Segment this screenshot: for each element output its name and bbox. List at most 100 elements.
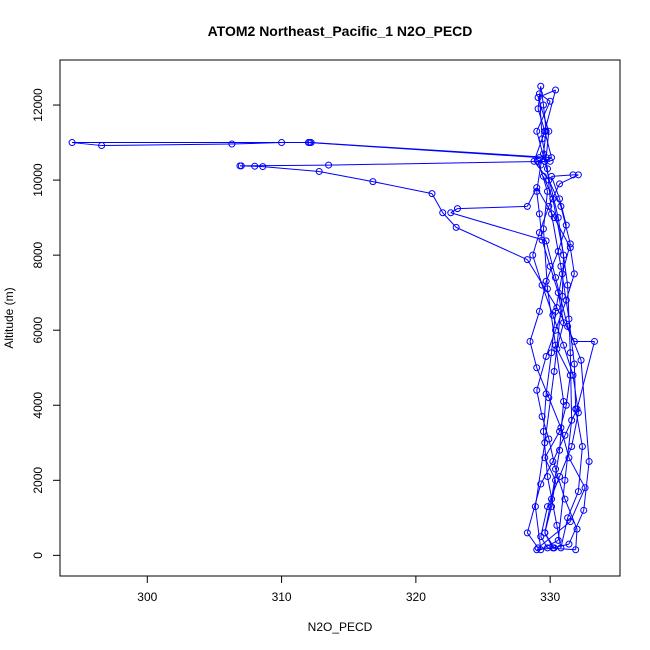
data-point [533,127,541,135]
series-segment [431,193,444,213]
series-segment [537,161,548,192]
data-point [548,154,556,162]
data-point [566,244,574,252]
series-segment [569,247,575,274]
data-point [537,533,545,541]
data-point [556,428,564,436]
series-segment [560,517,569,548]
data-point [523,529,531,537]
x-tick-label: 310 [272,590,292,604]
data-point [574,488,582,496]
series-segment [545,352,553,395]
data-point [533,364,541,372]
data-point [535,154,543,162]
data-point [533,187,541,195]
series-segment [564,420,573,481]
data-point [545,202,553,210]
series-segment [540,536,548,549]
series-segment [542,191,548,229]
series-segment [551,213,562,267]
data-point [556,180,564,188]
data-point [564,281,572,289]
data-point [565,540,573,548]
y-tick-label: 12000 [31,88,45,122]
data-point [68,139,76,147]
series-segment [549,266,559,293]
data-point [538,135,546,143]
data-point [554,289,562,297]
series-segment [557,224,567,252]
data-point [554,247,562,255]
data-point [535,210,543,218]
data-point [537,82,545,90]
data-point [535,229,543,237]
data-point [568,443,576,451]
data-point [542,154,550,162]
data-point [549,544,557,552]
data-point [556,446,564,454]
series-segment [72,142,102,147]
data-series [68,82,598,554]
y-tick-label: 10000 [31,163,45,197]
y-tick-label: 6000 [31,317,45,344]
data-point [554,536,562,544]
series-segment [450,208,458,214]
data-point [543,285,551,293]
series-segment [583,461,590,511]
series-segment [537,521,571,549]
series-segment [319,170,373,183]
data-point [228,140,236,148]
series-segment [548,397,562,428]
data-point [278,139,286,147]
data-point [251,162,259,170]
series-segment [372,181,433,195]
series-segment [536,367,550,398]
series-segment [573,363,577,410]
series-segment [529,311,540,342]
series-segment [546,288,557,346]
data-point [561,431,569,439]
series-segment [551,174,574,177]
data-point [542,352,550,360]
series-segment [541,239,551,267]
series-segment [577,446,583,492]
data-point [545,435,553,443]
series-segment [553,296,563,372]
data-point [569,371,577,379]
data-point [325,161,333,169]
data-point [557,262,565,270]
series-segment [262,166,320,172]
series-segment [536,390,543,417]
series-segment [551,450,561,500]
data-point [552,326,560,334]
data-point [548,210,556,218]
data-point [539,101,547,109]
data-point [259,163,267,171]
data-point [552,274,560,282]
series-segment [555,345,565,402]
data-point [526,337,534,345]
data-point [452,223,460,231]
series-segment [568,510,585,545]
data-point [538,281,546,289]
series-segment [567,285,571,353]
y-tick-label: 4000 [31,392,45,419]
data-point [548,495,556,503]
series-segment [568,457,586,489]
data-point [539,172,547,180]
series-segment [551,176,561,200]
data-point [530,157,538,165]
data-point [553,345,561,353]
data-point [529,251,537,259]
data-point [541,529,549,537]
series-segment [576,341,595,410]
data-point [541,454,549,462]
series-segment [532,232,540,256]
series-segment [241,164,329,167]
series-segment [560,266,570,320]
data-point [553,521,561,529]
data-point [565,454,573,462]
data-point [553,304,561,312]
y-tick-label: 0 [31,552,45,559]
y-tick-label: 8000 [31,241,45,268]
